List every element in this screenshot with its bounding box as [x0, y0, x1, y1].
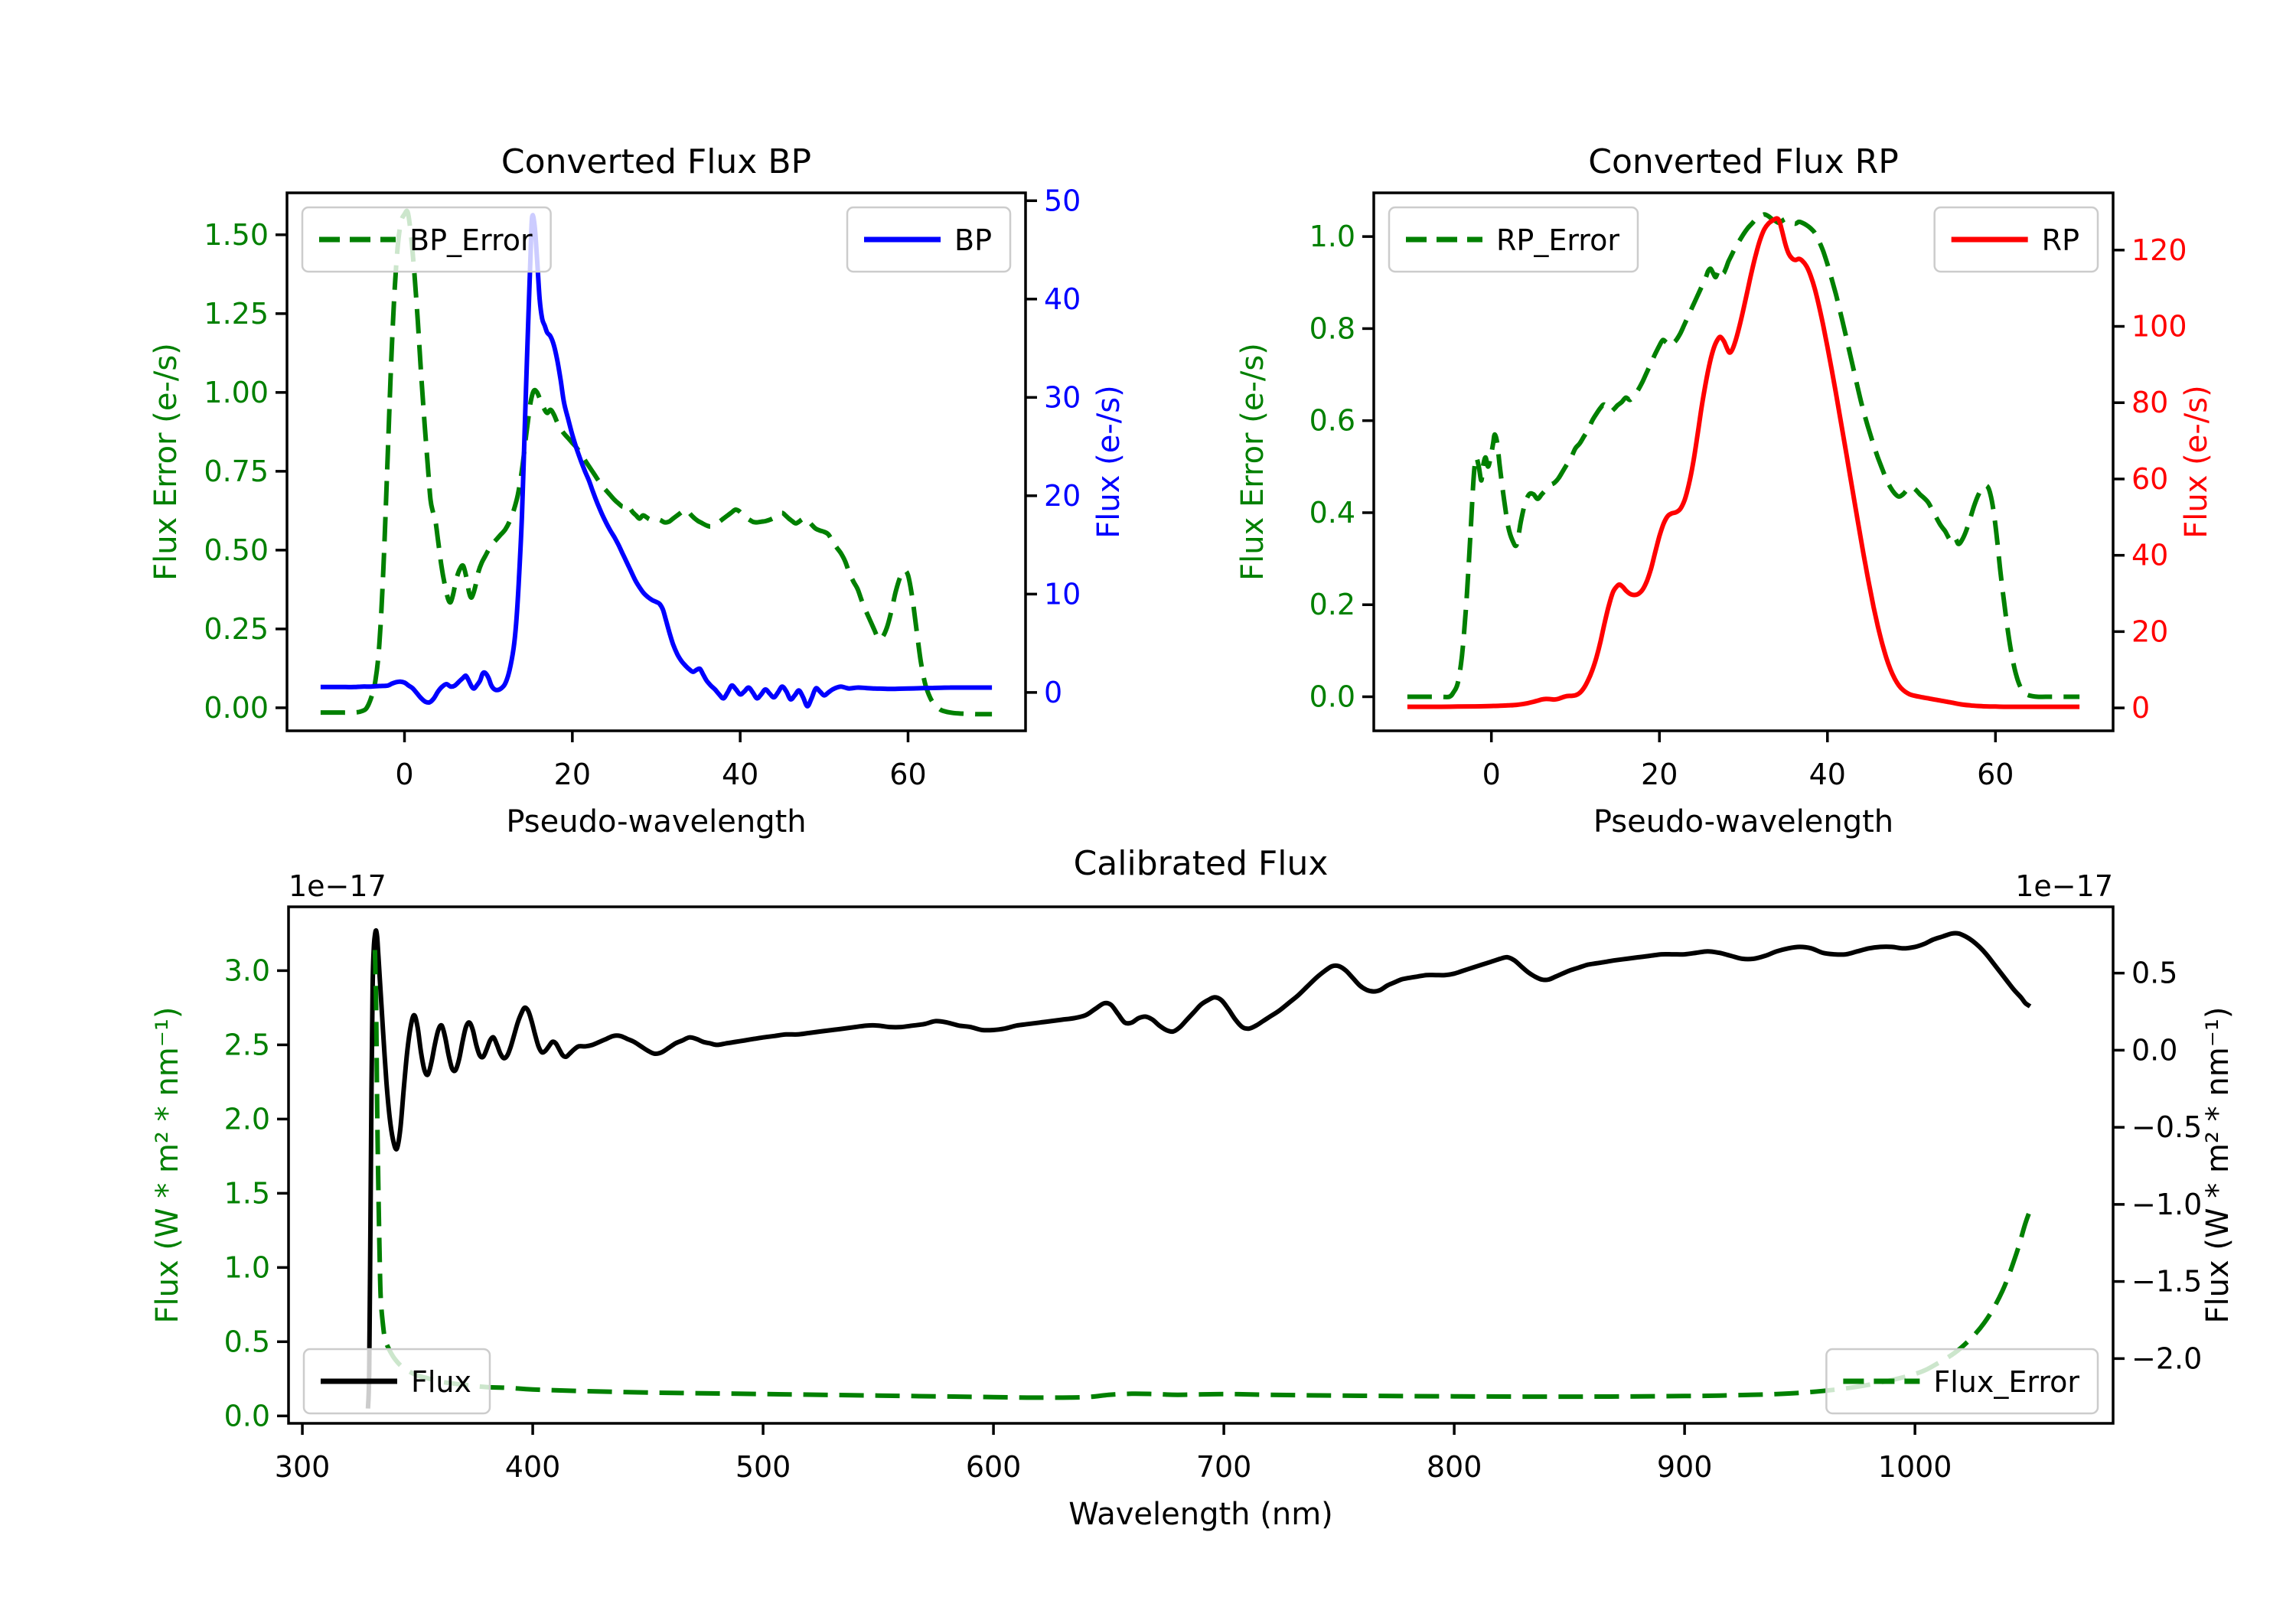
left-tick-label: 0.8 — [1309, 311, 1355, 345]
x-tick-label: 900 — [1657, 1450, 1713, 1484]
x-tick-label: 1000 — [1878, 1450, 1952, 1484]
flux-error-line — [372, 950, 2035, 1400]
legend-label: Flux — [411, 1365, 471, 1399]
left-tick-label: 1.00 — [204, 376, 269, 409]
right-tick-label: −1.0 — [2131, 1188, 2202, 1221]
axes-frame-bp — [285, 191, 1027, 732]
plot-area-bp — [320, 208, 993, 717]
legend-box — [301, 206, 552, 273]
right-tick-label: −2.0 — [2131, 1341, 2202, 1375]
rp-line — [1407, 216, 2080, 709]
x-tick-label: 700 — [1196, 1450, 1252, 1484]
axes-frame-rp — [1372, 191, 2115, 732]
offset-text-right: 1e−17 — [2015, 869, 2113, 903]
x-tick-label: 60 — [889, 758, 926, 791]
legend-label: BP — [954, 223, 992, 257]
left-tick-label: 1.25 — [204, 297, 269, 331]
x-tick-label: 40 — [722, 758, 758, 791]
x-axis-label-bp: Pseudo-wavelength — [506, 804, 806, 839]
right-tick-label: 40 — [2131, 539, 2168, 572]
y-axis-label-left-cal: Flux (W * m² * nm⁻¹) — [150, 1007, 185, 1324]
left-tick-label: 1.50 — [204, 218, 269, 252]
legend-box — [1388, 206, 1639, 273]
right-tick-label: 120 — [2131, 233, 2187, 267]
legend-rp-error: RP_Error — [1388, 206, 1639, 273]
y-axis-label-left-rp: Flux Error (e-/s) — [1235, 343, 1270, 581]
legend-bp: BP — [846, 206, 1012, 273]
x-axis-label-cal: Wavelength (nm) — [1068, 1497, 1333, 1532]
y-axis-label-right-bp: Flux (e-/s) — [1091, 385, 1127, 538]
left-tick-label: 0.4 — [1309, 496, 1355, 530]
offset-text-left: 1e−17 — [289, 869, 386, 903]
left-tick-label: 0.0 — [1309, 680, 1355, 713]
right-tick-label: 80 — [2131, 386, 2168, 419]
legend-label: BP_Error — [409, 223, 533, 257]
right-tick-label: 30 — [1044, 380, 1081, 414]
legend-rp: RP — [1933, 206, 2099, 273]
x-tick-label: 20 — [554, 758, 591, 791]
right-tick-label: 100 — [2131, 310, 2187, 344]
left-tick-label: 0.00 — [204, 691, 269, 725]
rp-error-line — [1407, 212, 2080, 699]
plot-area-rp — [1407, 212, 2080, 709]
left-tick-label: 2.5 — [224, 1028, 270, 1061]
left-tick-label: 0.0 — [224, 1399, 270, 1433]
legend-flux-error: Flux_Error — [1825, 1348, 2099, 1415]
right-tick-label: 0 — [1044, 676, 1062, 709]
chart-title-rp: Converted Flux RP — [1588, 142, 1899, 181]
x-tick-label: 800 — [1427, 1450, 1482, 1484]
left-tick-label: 1.5 — [224, 1176, 270, 1210]
x-tick-label: 0 — [1482, 758, 1501, 791]
left-tick-label: 0.2 — [1309, 588, 1355, 621]
right-tick-label: 60 — [2131, 462, 2168, 496]
legend-label: RP — [2042, 223, 2079, 257]
bp-line — [320, 213, 993, 709]
bp-error-line — [320, 208, 993, 717]
right-tick-label: −0.5 — [2131, 1110, 2202, 1144]
x-tick-label: 600 — [966, 1450, 1022, 1484]
legend-label: Flux_Error — [1933, 1365, 2079, 1399]
left-tick-label: 0.25 — [204, 612, 269, 646]
x-axis-label-rp: Pseudo-wavelength — [1593, 804, 1893, 839]
x-tick-label: 0 — [395, 758, 413, 791]
legend-box — [1825, 1348, 2099, 1415]
left-tick-label: 0.75 — [204, 455, 269, 488]
right-tick-label: 0.0 — [2131, 1033, 2177, 1067]
right-tick-label: −1.5 — [2131, 1265, 2202, 1299]
plot-area-cal — [365, 927, 2035, 1409]
y-axis-label-left-bp: Flux Error (e-/s) — [148, 343, 184, 581]
right-tick-label: 40 — [1044, 282, 1081, 316]
y-axis-label-right-rp: Flux (e-/s) — [2179, 385, 2214, 538]
left-tick-label: 3.0 — [224, 953, 270, 987]
axes-frame-cal — [287, 905, 2115, 1425]
right-tick-label: 50 — [1044, 184, 1081, 217]
left-tick-label: 2.0 — [224, 1102, 270, 1136]
x-tick-label: 60 — [1977, 758, 2014, 791]
chart-title-bp: Converted Flux BP — [501, 142, 811, 181]
right-tick-label: 20 — [2131, 614, 2168, 648]
right-tick-label: 0 — [2131, 691, 2150, 725]
y-axis-label-right-cal: Flux (W * m² * nm⁻¹) — [2200, 1007, 2236, 1324]
legend-bp-error: BP_Error — [301, 206, 552, 273]
x-tick-label: 40 — [1809, 758, 1846, 791]
x-tick-label: 500 — [735, 1450, 791, 1484]
left-tick-label: 0.6 — [1309, 404, 1355, 438]
x-tick-label: 20 — [1641, 758, 1678, 791]
left-tick-label: 1.0 — [1309, 220, 1355, 253]
right-tick-label: 20 — [1044, 479, 1081, 513]
left-tick-label: 0.50 — [204, 533, 269, 567]
left-tick-label: 1.0 — [224, 1250, 270, 1284]
x-tick-label: 300 — [275, 1450, 331, 1484]
right-tick-label: 10 — [1044, 577, 1081, 611]
left-tick-label: 0.5 — [224, 1325, 270, 1358]
legend-flux: Flux — [302, 1348, 491, 1415]
chart-title-cal: Calibrated Flux — [1074, 844, 1329, 883]
x-tick-label: 400 — [505, 1450, 561, 1484]
right-tick-label: 0.5 — [2131, 957, 2177, 990]
flux-line — [365, 927, 2032, 1409]
legend-label: RP_Error — [1496, 223, 1619, 257]
